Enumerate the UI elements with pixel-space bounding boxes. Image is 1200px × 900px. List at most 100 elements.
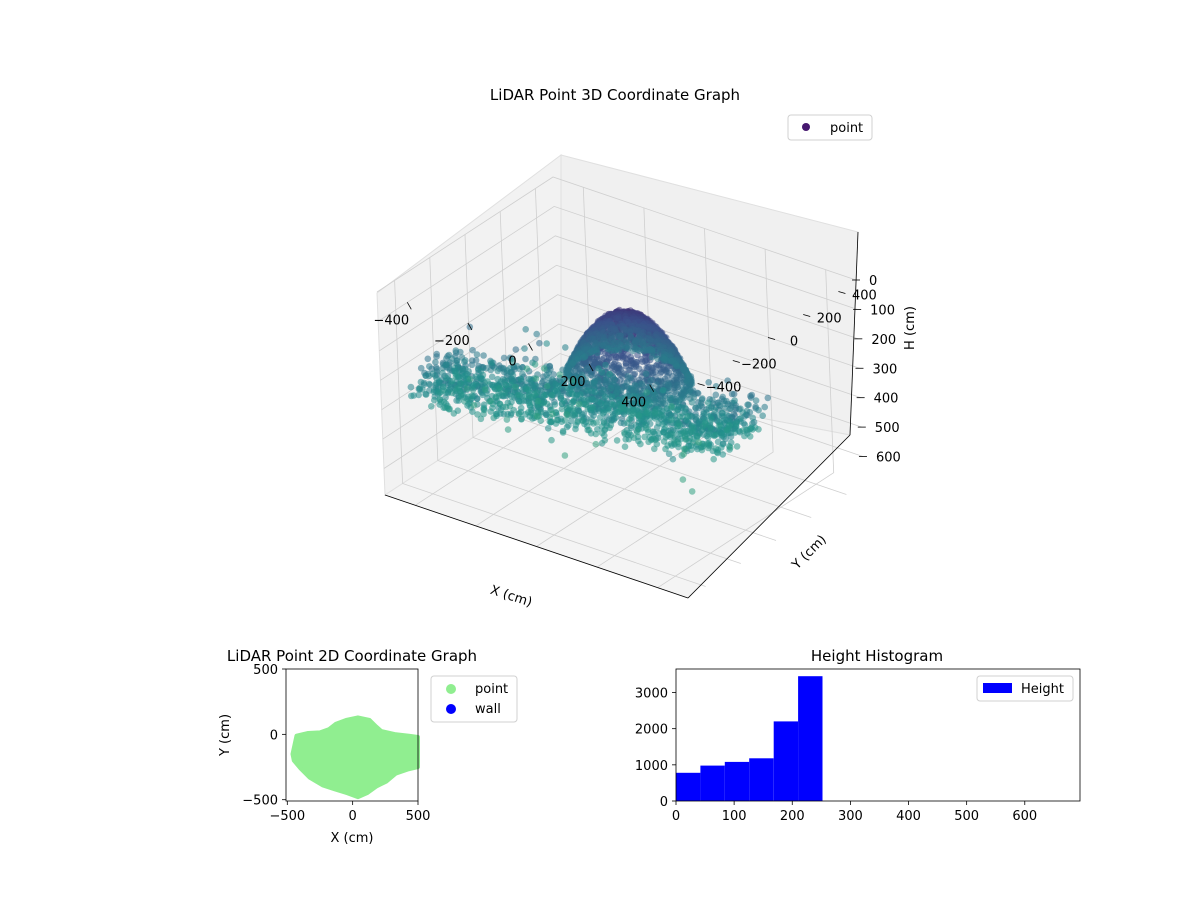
data-point — [551, 401, 559, 408]
data-point — [429, 370, 437, 378]
data-point — [643, 389, 651, 396]
data-point — [461, 372, 469, 379]
data-point — [426, 363, 433, 370]
data-point — [608, 393, 615, 400]
data-point — [712, 431, 719, 439]
y-tick-label: 1000 — [635, 759, 668, 774]
data-point — [631, 370, 639, 378]
data-point — [681, 445, 688, 453]
x-tick-label: −200 — [434, 334, 470, 349]
data-point — [621, 429, 628, 436]
data-point — [483, 364, 490, 372]
x-tick-label: 400 — [896, 809, 921, 824]
data-point — [508, 393, 515, 400]
data-point — [747, 392, 754, 400]
data-point — [647, 377, 654, 384]
data-point — [629, 410, 637, 417]
data-point — [697, 402, 704, 410]
y-tick-label: 200 — [817, 312, 842, 327]
data-point — [699, 395, 706, 402]
data-point — [724, 377, 731, 385]
data-point — [727, 405, 734, 412]
data-point — [712, 383, 720, 390]
grid-line-h — [376, 176, 857, 293]
data-point — [552, 381, 559, 388]
data-point — [496, 400, 504, 408]
data-point — [468, 392, 476, 400]
data-point — [582, 376, 589, 383]
histogram-bars — [676, 676, 823, 801]
data-point — [562, 344, 569, 351]
data-point — [668, 358, 675, 365]
chart-3d-legend: point — [787, 114, 873, 141]
y-tick-label: 0 — [790, 335, 798, 350]
data-point — [605, 407, 612, 414]
data-point — [561, 417, 569, 424]
data-point — [723, 397, 730, 405]
data-point — [443, 374, 450, 382]
data-point — [481, 386, 489, 393]
data-point — [595, 365, 602, 372]
histogram-bar — [773, 721, 799, 801]
data-point — [714, 438, 722, 446]
data-point — [578, 371, 586, 379]
data-point — [453, 385, 460, 392]
data-point — [615, 315, 622, 323]
data-point — [592, 440, 600, 448]
data-point — [487, 397, 494, 405]
data-point — [630, 434, 638, 442]
data-point — [710, 455, 717, 463]
data-point — [569, 398, 577, 405]
data-point — [525, 392, 533, 400]
y-tick-label: 0 — [660, 795, 668, 810]
histogram-legend: Height — [976, 675, 1074, 702]
data-point — [665, 450, 673, 458]
data-point — [523, 365, 531, 373]
data-point — [568, 376, 576, 384]
data-point — [712, 445, 719, 452]
data-point — [522, 355, 529, 363]
data-point — [506, 402, 514, 410]
data-point — [661, 355, 668, 363]
data-point — [462, 365, 469, 373]
data-point — [512, 383, 519, 391]
data-point — [676, 396, 684, 404]
data-point — [701, 419, 709, 427]
data-point — [635, 411, 643, 419]
data-point — [556, 371, 564, 378]
x-tick-label: 500 — [406, 809, 431, 824]
chart-3d-y-axis-label: Y (cm) — [789, 532, 830, 573]
data-point — [569, 405, 577, 412]
data-point — [469, 346, 476, 354]
x-tick-label: 200 — [780, 809, 805, 824]
data-point — [669, 455, 677, 463]
data-point — [558, 405, 566, 413]
data-point — [676, 413, 684, 421]
data-point — [541, 392, 548, 399]
x-tick-mark — [528, 343, 533, 351]
chart-2d-frame — [285, 668, 419, 802]
data-point — [463, 385, 471, 393]
data-point — [563, 384, 571, 392]
histogram-bar — [676, 772, 701, 801]
data-point — [712, 391, 720, 399]
x-tick-label: 300 — [838, 809, 863, 824]
data-point — [749, 414, 757, 422]
x-tick-label: 0 — [672, 809, 680, 824]
z-tick-label: 400 — [874, 392, 899, 407]
chart-3d-legend-box — [787, 114, 873, 141]
data-point — [631, 400, 638, 407]
data-point — [548, 391, 556, 399]
data-point — [591, 378, 598, 386]
data-point — [433, 365, 441, 373]
x-tick-label: −500 — [269, 809, 305, 824]
chart-3d-grid — [376, 176, 864, 589]
data-point — [500, 354, 508, 362]
x-tick-mark — [649, 384, 655, 392]
data-point — [451, 364, 458, 372]
grid-line-h — [383, 353, 864, 469]
data-point — [715, 401, 723, 409]
chart-3d-ticks: −400−2000200400−400−20002004000100200300… — [373, 274, 900, 466]
data-point — [474, 411, 481, 418]
